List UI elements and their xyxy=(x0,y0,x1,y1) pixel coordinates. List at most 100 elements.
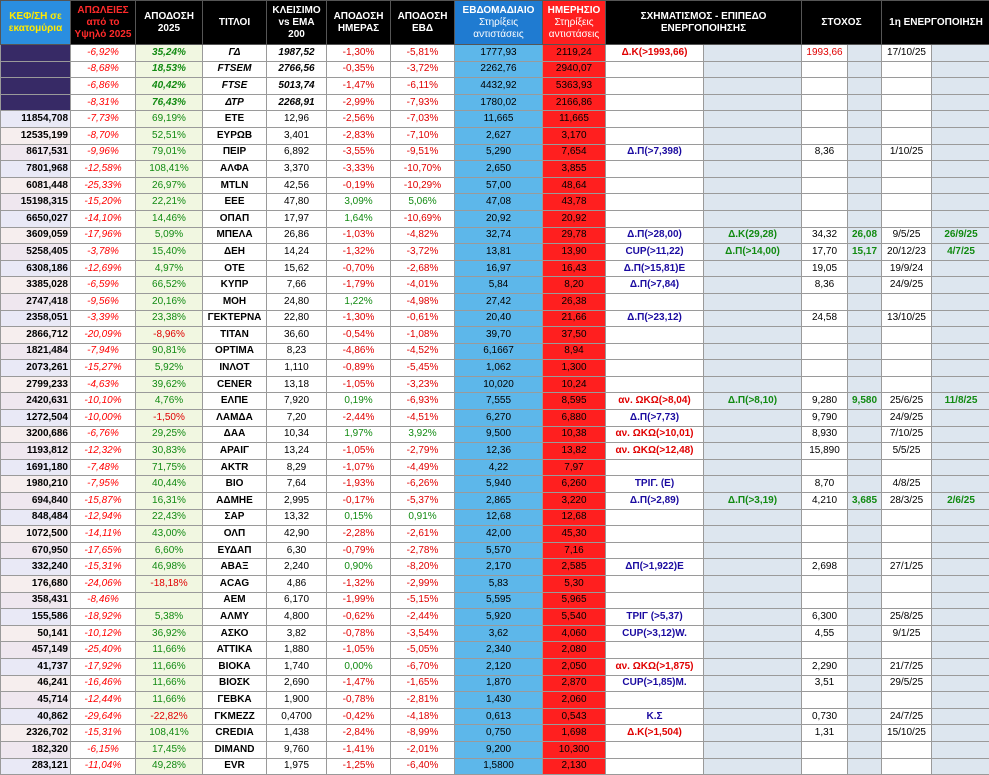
daily-level-cell: 2,870 xyxy=(543,675,606,692)
activation2-cell xyxy=(932,741,989,758)
target-cell: 2,698 xyxy=(802,559,848,576)
week-return-cell: -10,29% xyxy=(391,177,455,194)
daily-level-cell: 0,543 xyxy=(543,708,606,725)
week-return-cell: -2,61% xyxy=(391,526,455,543)
target-cell xyxy=(802,741,848,758)
pattern-cell xyxy=(606,111,704,128)
daily-level-cell: 20,92 xyxy=(543,210,606,227)
pattern2-cell xyxy=(704,343,802,360)
cap-cell: 176,680 xyxy=(1,576,71,593)
cap-cell: 12535,199 xyxy=(1,127,71,144)
header-day: ΑΠΟΔΟΣΗ ΗΜΕΡΑΣ xyxy=(327,1,391,45)
activation2-cell xyxy=(932,459,989,476)
cap-cell: 2420,631 xyxy=(1,393,71,410)
activation-cell: 25/6/25 xyxy=(882,393,932,410)
ticker-cell: ΒΙΟΣΚ xyxy=(203,675,267,692)
daily-level-cell: 6,260 xyxy=(543,476,606,493)
activation2-cell xyxy=(932,476,989,493)
target-cell: 15,890 xyxy=(802,443,848,460)
activation2-cell xyxy=(932,293,989,310)
daily-level-cell: 48,64 xyxy=(543,177,606,194)
ytd-cell: 14,46% xyxy=(136,210,203,227)
pattern-cell: ΤΡΙΓ. (Ε) xyxy=(606,476,704,493)
week-return-cell: -4,98% xyxy=(391,293,455,310)
ticker-cell: FTSEM xyxy=(203,61,267,78)
pattern-cell: Δ.Π(>7,84) xyxy=(606,277,704,294)
loss-cell: -17,65% xyxy=(71,542,136,559)
pattern2-cell xyxy=(704,459,802,476)
loss-cell: -15,20% xyxy=(71,194,136,211)
weekly-level-cell: 47,08 xyxy=(455,194,543,211)
ytd-cell: 52,51% xyxy=(136,127,203,144)
ticker-cell: ΕΤΕ xyxy=(203,111,267,128)
ticker-cell: ΓΔ xyxy=(203,45,267,62)
target2-cell xyxy=(848,658,882,675)
target-cell: 1993,66 xyxy=(802,45,848,62)
daily-level-cell: 3,220 xyxy=(543,493,606,510)
ytd-cell: 43,00% xyxy=(136,526,203,543)
pattern-cell: Δ.Κ(>1,504) xyxy=(606,725,704,742)
target2-cell xyxy=(848,161,882,178)
activation2-cell xyxy=(932,509,989,526)
day-return-cell: -0,42% xyxy=(327,708,391,725)
daily-level-cell: 10,38 xyxy=(543,426,606,443)
day-return-cell: -3,55% xyxy=(327,144,391,161)
ticker-cell: CREDIA xyxy=(203,725,267,742)
day-return-cell: -1,32% xyxy=(327,576,391,593)
ticker-cell: ΜΠΕΛΑ xyxy=(203,227,267,244)
activation-cell: 7/10/25 xyxy=(882,426,932,443)
cap-cell xyxy=(1,94,71,111)
target2-cell xyxy=(848,360,882,377)
weekly-level-cell: 57,00 xyxy=(455,177,543,194)
ticker-cell: FTSE xyxy=(203,78,267,95)
activation2-cell xyxy=(932,277,989,294)
activation2-cell xyxy=(932,592,989,609)
activation-cell: 21/7/25 xyxy=(882,658,932,675)
pattern-cell xyxy=(606,161,704,178)
target2-cell xyxy=(848,78,882,95)
target-cell: 19,05 xyxy=(802,260,848,277)
ytd-cell: 76,43% xyxy=(136,94,203,111)
target-cell xyxy=(802,343,848,360)
week-return-cell: -1,08% xyxy=(391,327,455,344)
activation2-cell: 2/6/25 xyxy=(932,493,989,510)
close-cell: 6,892 xyxy=(267,144,327,161)
loss-cell: -8,68% xyxy=(71,61,136,78)
target2-cell xyxy=(848,310,882,327)
day-return-cell: -0,78% xyxy=(327,625,391,642)
day-return-cell: 3,09% xyxy=(327,194,391,211)
ticker-cell: ΚΥΠΡ xyxy=(203,277,267,294)
pattern-cell: Δ.Π(>7,398) xyxy=(606,144,704,161)
cap-cell: 1193,812 xyxy=(1,443,71,460)
loss-cell: -12,94% xyxy=(71,509,136,526)
header-weekly: ΕΒΔΟΜΑΔΙΑΙΟ Στηρίξεις αντιστάσεις xyxy=(455,1,543,45)
week-return-cell: -3,23% xyxy=(391,376,455,393)
weekly-level-cell: 7,555 xyxy=(455,393,543,410)
loss-cell: -8,31% xyxy=(71,94,136,111)
activation2-cell xyxy=(932,260,989,277)
week-return-cell: -5,15% xyxy=(391,592,455,609)
close-cell: 2766,56 xyxy=(267,61,327,78)
cap-cell: 1821,484 xyxy=(1,343,71,360)
activation2-cell xyxy=(932,177,989,194)
loss-cell: -7,48% xyxy=(71,459,136,476)
activation2-cell xyxy=(932,576,989,593)
loss-cell: -11,04% xyxy=(71,758,136,775)
cap-cell: 2799,233 xyxy=(1,376,71,393)
activation2-cell xyxy=(932,111,989,128)
target2-cell xyxy=(848,443,882,460)
daily-level-cell: 11,665 xyxy=(543,111,606,128)
ytd-cell: 16,31% xyxy=(136,493,203,510)
close-cell: 2,690 xyxy=(267,675,327,692)
day-return-cell: -3,33% xyxy=(327,161,391,178)
daily-level-cell: 16,43 xyxy=(543,260,606,277)
activation-cell xyxy=(882,459,932,476)
activation-cell: 28/3/25 xyxy=(882,493,932,510)
ticker-cell: ΜΟΗ xyxy=(203,293,267,310)
day-return-cell: -1,41% xyxy=(327,741,391,758)
